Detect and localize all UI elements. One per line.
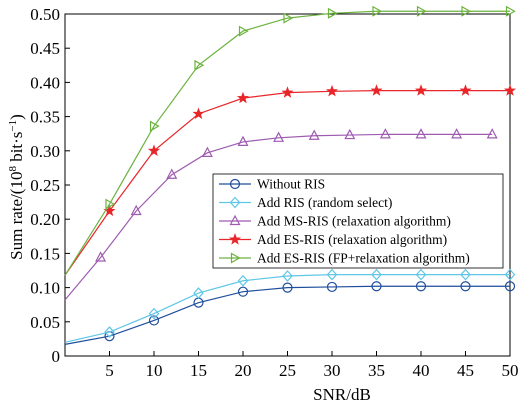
- legend-item: Add MS-RIS (relaxation algorithm): [219, 214, 451, 229]
- legend-marker: [229, 178, 241, 190]
- x-tick-label: 35: [368, 361, 385, 380]
- y-tick-label: 0.40: [30, 73, 60, 92]
- data-point: [104, 326, 115, 338]
- legend-marker: [228, 233, 242, 245]
- data-point: [451, 128, 463, 139]
- y-axis-title: Sum rate/(108 bit·s−1): [7, 114, 26, 260]
- legend-label: Add MS-RIS (relaxation algorithm): [257, 214, 451, 229]
- legend-marker: [230, 252, 241, 264]
- data-point: [371, 268, 382, 281]
- data-point: [414, 84, 428, 96]
- data-point: [282, 282, 293, 293]
- y-tick-label: 0.45: [30, 39, 60, 58]
- series-3: [64, 128, 498, 301]
- x-tick-label: 30: [324, 361, 341, 380]
- data-point: [459, 84, 472, 96]
- data-point: [148, 307, 160, 320]
- data-point: [236, 91, 250, 104]
- data-point: [326, 281, 338, 293]
- data-point: [105, 198, 116, 210]
- data-point: [237, 135, 249, 147]
- data-point: [201, 146, 213, 157]
- data-point: [379, 128, 391, 139]
- legend-label: Add ES-RIS (relaxation algorithm): [257, 232, 447, 247]
- x-axis-title: SNR/dB: [313, 385, 371, 404]
- y-tick-label: 0: [52, 347, 61, 366]
- data-point: [273, 131, 285, 142]
- y-tick-label: 0.10: [30, 279, 60, 298]
- y-tick-label: 0.15: [30, 244, 60, 263]
- x-tick-label: 45: [457, 361, 474, 380]
- data-point: [308, 129, 320, 140]
- series-4: [64, 84, 517, 276]
- legend-marker: [229, 214, 241, 226]
- y-tick-label: 0.50: [30, 5, 60, 24]
- series-1: [64, 281, 516, 345]
- data-point: [503, 84, 517, 96]
- data-point: [344, 128, 356, 140]
- data-point: [166, 168, 178, 179]
- y-tick-label: 0.35: [30, 108, 60, 127]
- data-point: [370, 84, 383, 96]
- data-point: [237, 286, 249, 297]
- data-point: [460, 268, 471, 281]
- series-line: [64, 274, 510, 343]
- series-2: [64, 268, 516, 343]
- data-point: [415, 128, 427, 139]
- legend-label: Add ES-RIS (FP+relaxation algorithm): [257, 251, 470, 266]
- y-tick-label: 0.25: [30, 176, 60, 195]
- data-point: [194, 59, 205, 71]
- legend-item: Add ES-RIS (relaxation algorithm): [219, 232, 447, 247]
- data-point: [283, 12, 294, 24]
- y-tick-label: 0.20: [30, 210, 60, 229]
- series-line: [64, 10, 510, 276]
- data-point: [504, 268, 516, 281]
- data-point: [505, 5, 516, 17]
- legend-item: Add RIS (random select): [219, 195, 392, 210]
- x-tick-label: 40: [413, 361, 430, 380]
- legend-item: Without RIS: [219, 177, 325, 192]
- data-point: [372, 5, 383, 17]
- legend-marker: [229, 196, 241, 209]
- data-point: [504, 281, 516, 292]
- y-tick-label: 0.05: [30, 313, 60, 332]
- x-tick-label: 50: [502, 361, 519, 380]
- data-point: [95, 251, 107, 262]
- legend-box: [212, 173, 504, 269]
- series-line: [64, 285, 510, 345]
- data-point: [486, 128, 498, 139]
- series-line: [64, 133, 493, 301]
- legend-label: Without RIS: [257, 177, 325, 192]
- data-point: [193, 287, 204, 299]
- legend: Without RIS Add RIS (random select) Add MS…: [212, 173, 504, 269]
- data-point: [147, 144, 161, 156]
- legend-item: Add ES-RIS (FP+relaxation algorithm): [219, 251, 470, 266]
- x-tick-label: 5: [105, 361, 114, 380]
- data-point: [282, 270, 293, 282]
- y-tick-label: 0.30: [30, 142, 60, 161]
- data-point: [192, 107, 205, 120]
- data-point: [371, 281, 382, 292]
- data-point: [326, 268, 338, 281]
- data-point: [415, 268, 427, 281]
- data-point: [461, 5, 472, 17]
- data-point: [148, 315, 160, 326]
- x-tick-label: 10: [146, 361, 163, 380]
- data-point: [130, 204, 142, 216]
- data-point: [149, 120, 160, 132]
- x-tick-label: 20: [235, 361, 252, 380]
- data-point: [415, 281, 427, 292]
- data-point: [281, 86, 294, 98]
- data-point: [237, 274, 249, 287]
- data-point: [325, 84, 339, 97]
- data-point: [238, 25, 249, 37]
- data-point: [327, 7, 338, 19]
- legend-label: Add RIS (random select): [257, 195, 392, 210]
- data-point: [460, 281, 471, 292]
- x-tick-label: 25: [279, 361, 296, 380]
- x-tick-label: 15: [190, 361, 207, 380]
- series-5: [64, 5, 516, 276]
- data-point: [416, 5, 427, 17]
